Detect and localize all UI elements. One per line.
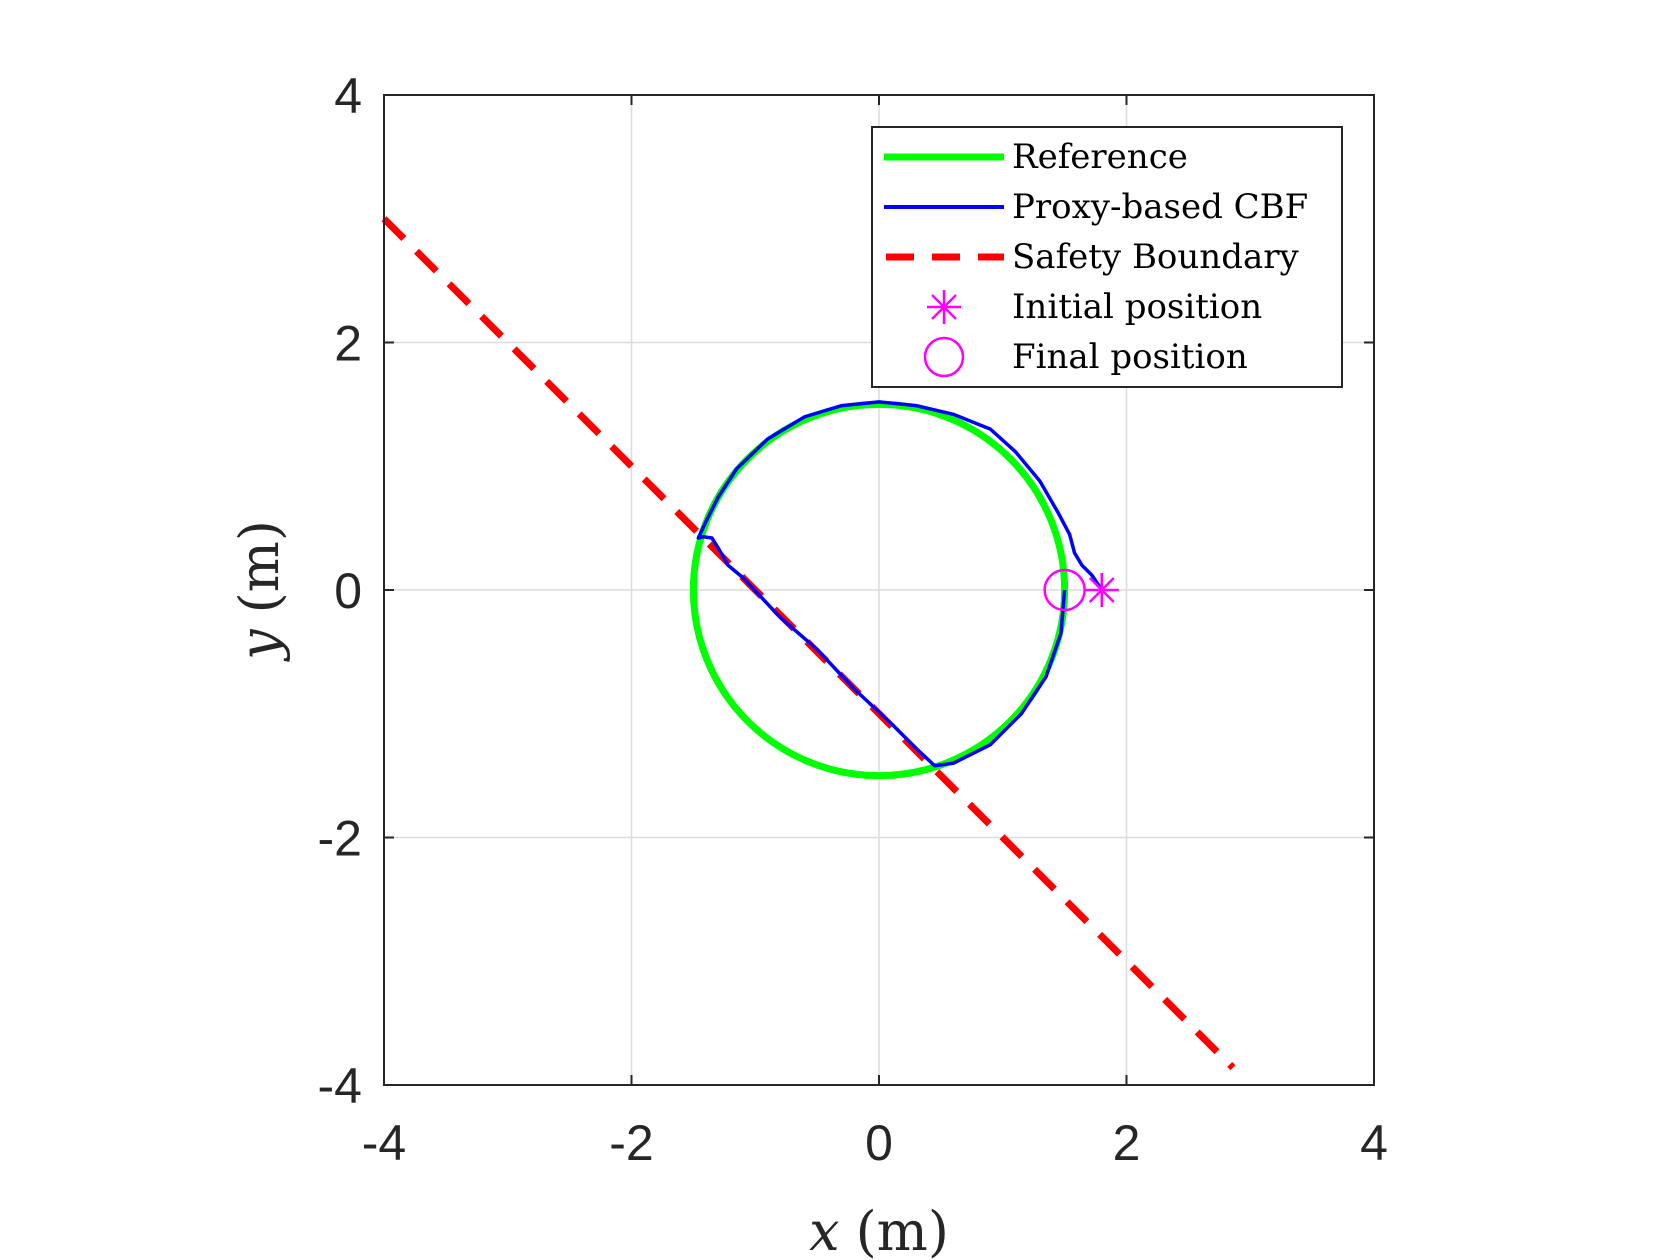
tick-labels: -4 -2 0 2 4 -4 -2 0 2 4: [318, 68, 1388, 1171]
x-tick-label: 2: [1113, 1115, 1141, 1171]
marker-layer: [1043, 568, 1119, 612]
legend-label-reference: Reference: [1012, 137, 1188, 177]
legend-label-initial-position: Initial position: [1012, 287, 1262, 327]
x-tick-label: 0: [865, 1115, 893, 1171]
y-tick-label: 0: [334, 563, 362, 619]
x-tick-label: -4: [362, 1115, 406, 1171]
y-axis-label: y(m): [228, 520, 291, 662]
legend: Reference Proxy-based CBF Safety Boundar…: [871, 126, 1343, 388]
final-position-marker: [1043, 568, 1086, 612]
initial-position-marker: [1084, 573, 1119, 607]
series-layer: [381, 216, 1236, 1071]
y-tick-label: -2: [318, 811, 362, 867]
y-tick-label: 2: [334, 316, 362, 372]
x-axis-label: x (m): [809, 1200, 949, 1260]
y-tick-label: -4: [318, 1058, 362, 1114]
asterisk-stroke: [1088, 577, 1115, 603]
legend-circle-marker: [923, 336, 965, 378]
legend-label-safety-boundary: Safety Boundary: [1012, 237, 1299, 277]
legend-label-proxy-cbf: Proxy-based CBF: [1012, 187, 1308, 227]
proxy-cbf-trajectory-line: [696, 400, 1104, 768]
legend-label-final-position: Final position: [1012, 337, 1248, 377]
legend-asterisk-marker: [927, 290, 961, 324]
x-tick-label: 4: [1360, 1115, 1388, 1171]
y-tick-label: 4: [334, 68, 362, 124]
axis-ticks: [383, 94, 1375, 1086]
x-tick-label: -2: [609, 1115, 653, 1171]
